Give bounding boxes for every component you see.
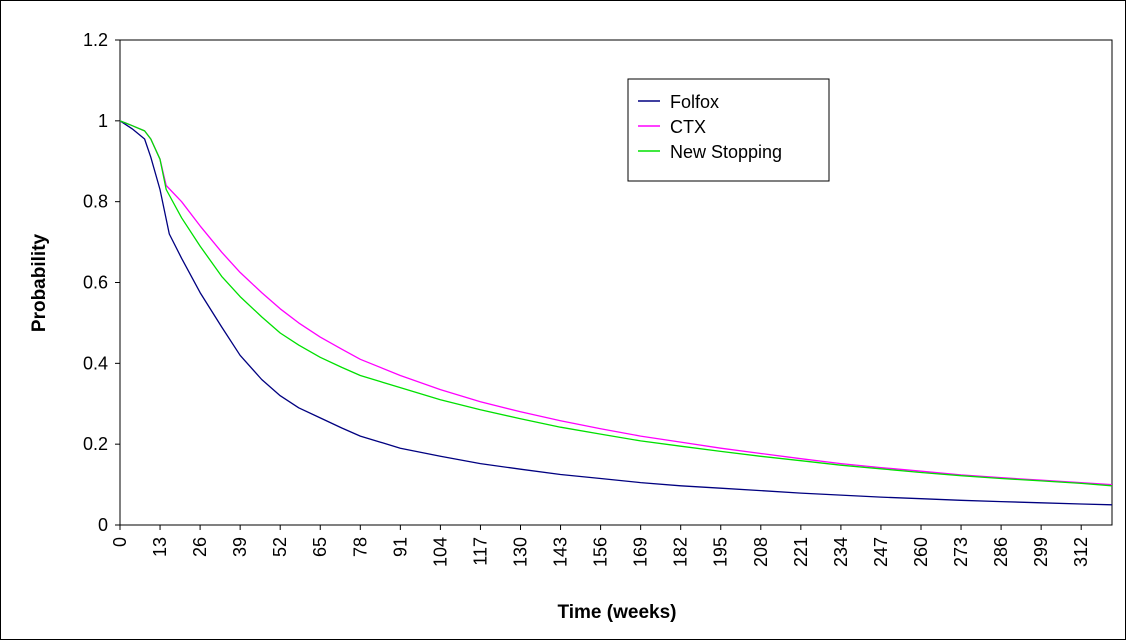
x-axis: 0 13 26 39 52 65 78 91 104 117 130 143 156 169 182 195 2…: [110, 524, 1112, 567]
x-tick-label: 65: [310, 537, 330, 557]
x-tick-label: 156: [591, 537, 611, 567]
x-tick-label: 13: [150, 537, 170, 557]
x-tick-label: 208: [751, 537, 771, 567]
y-tick-label: 0: [98, 515, 108, 535]
x-tick-label: 273: [951, 537, 971, 567]
x-tick-label: 91: [390, 537, 410, 557]
series-line-new-stopping: [119, 120, 1113, 487]
legend: Folfox CTX New Stopping: [627, 78, 830, 182]
y-tick-label: 0.8: [83, 192, 108, 212]
x-tick-label: 130: [510, 537, 530, 567]
x-axis-title: Time (weeks): [558, 602, 677, 623]
plot-border: [119, 39, 1113, 526]
x-tick-label: 117: [470, 537, 490, 566]
x-tick-label: 26: [190, 537, 210, 557]
x-tick-label: 221: [791, 537, 811, 567]
x-tick-label: 143: [551, 537, 571, 567]
x-tick-label: 182: [671, 537, 691, 567]
series-layer: [119, 120, 1113, 506]
series-line-ctx: [119, 120, 1113, 486]
x-tick-label: 195: [711, 537, 731, 567]
y-tick-label: 0.2: [83, 434, 108, 454]
y-tick-label: 0.4: [83, 353, 108, 373]
series-line-folfox: [119, 120, 1113, 506]
x-tick-label: 169: [631, 537, 651, 567]
y-axis: 0 0.2 0.4 0.6 0.8 1 1.2: [83, 30, 121, 535]
x-tick-label: 104: [430, 537, 450, 567]
x-tick-label: 286: [991, 537, 1011, 567]
x-tick-label: 234: [831, 537, 851, 567]
y-axis-title: Probability: [29, 233, 50, 332]
x-tick-label: 52: [270, 537, 290, 557]
y-tick-label: 1: [98, 111, 108, 131]
y-tick-label: 1.2: [83, 30, 108, 50]
plot-area: [119, 39, 1113, 526]
x-tick-label: 39: [230, 537, 250, 557]
x-tick-label: 312: [1071, 537, 1091, 567]
y-tick-label: 0.6: [83, 273, 108, 293]
x-tick-label: 78: [350, 537, 370, 557]
x-tick-label: 260: [911, 537, 931, 567]
x-tick-label: 0: [110, 537, 130, 547]
legend-label-new-stopping: New Stopping: [670, 142, 782, 162]
legend-label-ctx: CTX: [670, 117, 706, 137]
legend-label-folfox: Folfox: [670, 92, 719, 112]
x-tick-label: 247: [871, 537, 891, 567]
x-tick-label: 299: [1031, 537, 1051, 567]
legend-box: [627, 78, 830, 182]
